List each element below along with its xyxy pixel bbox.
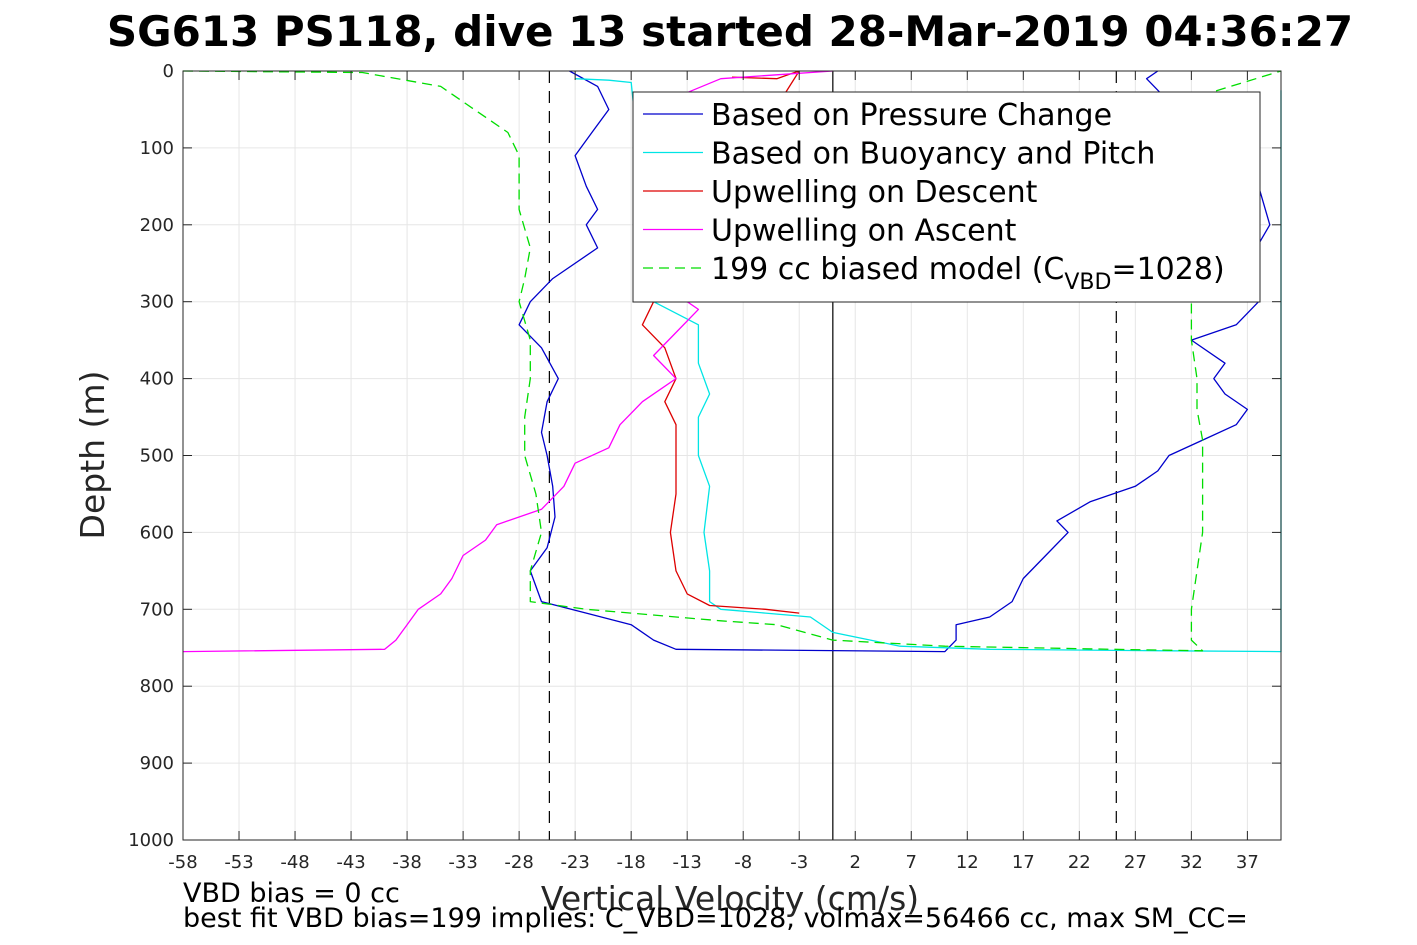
series-line-2 xyxy=(575,78,1282,653)
x-tick-label: 32 xyxy=(1180,852,1203,873)
legend: Based on Pressure Change Based on Buoyanc… xyxy=(632,91,1261,303)
y-tick-label: 200 xyxy=(140,215,174,236)
footer-line-1: VBD bias = 0 cc xyxy=(183,878,400,909)
x-tick-label: 12 xyxy=(956,852,979,873)
y-tick-label: 500 xyxy=(140,446,174,467)
x-tick-label: 17 xyxy=(1012,852,1035,873)
y-tick-label: 100 xyxy=(140,138,174,159)
y-tick-label: 1000 xyxy=(128,830,174,851)
y-tick-label: 400 xyxy=(140,369,174,390)
x-tick-label: -43 xyxy=(336,852,365,873)
chart-title: SG613 PS118, dive 13 started 28-Mar-2019… xyxy=(107,7,1353,56)
legend-box xyxy=(632,91,1261,303)
series-line-3 xyxy=(641,70,800,614)
x-tick-label: 7 xyxy=(906,852,917,873)
x-tick-label: -8 xyxy=(734,852,752,873)
x-tick-label: -13 xyxy=(672,852,701,873)
x-tick-label: -3 xyxy=(790,852,808,873)
x-tick-label: -38 xyxy=(392,852,421,873)
x-axis-ticks: -58 -53 -48 -43 -38 -33 -28 -23 -18 -13 -8 -3 2 7 12 17… xyxy=(168,71,1259,873)
legend-label: Based on Buoyancy and Pitch xyxy=(711,137,1155,172)
x-tick-label: 27 xyxy=(1124,852,1147,873)
x-tick-label: -53 xyxy=(224,852,253,873)
series-line-5 xyxy=(182,70,1282,652)
y-axis-ticks: 0 100 200 300 400 500 600 700 800 900 1000 xyxy=(128,61,1281,851)
x-tick-label: -58 xyxy=(168,852,197,873)
y-axis-label: Depth (m) xyxy=(73,371,112,540)
x-tick-label: -48 xyxy=(280,852,309,873)
x-tick-label: -23 xyxy=(560,852,589,873)
x-tick-label: -33 xyxy=(448,852,477,873)
legend-label: Based on Pressure Change xyxy=(711,98,1112,133)
y-tick-label: 600 xyxy=(140,522,174,543)
x-axis-label: Vertical Velocity (cm/s) xyxy=(541,879,919,918)
legend-label: Upwelling on Ascent xyxy=(711,214,1017,249)
x-tick-label: -28 xyxy=(504,852,533,873)
y-tick-label: 900 xyxy=(140,753,174,774)
legend-label: Upwelling on Descent xyxy=(711,175,1038,210)
x-tick-label: -18 xyxy=(616,852,645,873)
y-tick-label: 0 xyxy=(163,61,174,82)
y-tick-label: 700 xyxy=(140,599,174,620)
y-tick-label: 800 xyxy=(140,676,174,697)
footer-line-2: best fit VBD bias=199 implies: C_VBD=102… xyxy=(183,903,1248,934)
y-tick-label: 300 xyxy=(140,292,174,313)
x-tick-label: 2 xyxy=(850,852,861,873)
x-tick-label: 22 xyxy=(1068,852,1091,873)
x-tick-label: 37 xyxy=(1236,852,1259,873)
